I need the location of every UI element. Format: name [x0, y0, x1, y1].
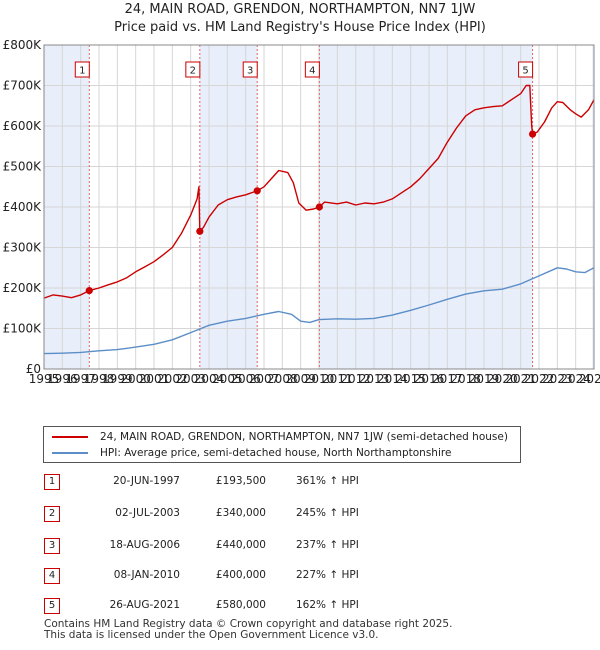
sale-marker-box [185, 61, 201, 78]
legend-swatch-property [52, 436, 88, 438]
x-tick-label: 2014 [377, 372, 408, 386]
x-tick-label: 2024 [560, 372, 591, 386]
plot-border [43, 44, 595, 370]
x-tick-label: 1996 [47, 372, 78, 386]
legend: 24, MAIN ROAD, GRENDON, NORTHAMPTON, NN7… [43, 426, 521, 463]
x-tick-label: 2000 [120, 372, 151, 386]
x-tick-label: 1998 [84, 372, 115, 386]
sale-price: £400,000 [215, 569, 266, 581]
sale-number-badge: 2 [44, 506, 60, 522]
sale-marker-label: 2 [190, 66, 196, 77]
footer: Contains HM Land Registry data © Crown c… [44, 619, 452, 641]
sale-hpi-change: 245% ↑ HPI [296, 507, 359, 519]
sale-marker-box [518, 61, 534, 78]
x-tick-label: 2004 [194, 372, 225, 386]
x-tick-label: 1995 [29, 372, 60, 386]
x-tick-label: 2020 [487, 372, 518, 386]
sale-row: 3 18-AUG-2006 £440,000 237% ↑ HPI [44, 538, 444, 554]
legend-item-hpi: HPI: Average price, semi-detached house,… [44, 445, 451, 461]
sale-hpi-change: 227% ↑ HPI [296, 569, 359, 581]
x-tick-label: 2012 [340, 372, 371, 386]
x-tick-label: 2021 [505, 372, 536, 386]
sale-point [196, 227, 204, 235]
y-tick-label: £600K [3, 119, 43, 133]
sale-date: 26-AUG-2021 [109, 599, 180, 611]
y-tick-label: £400K [3, 200, 43, 214]
x-tick-label: 2013 [359, 372, 390, 386]
x-tick-label: 2011 [322, 372, 353, 386]
sale-date: 02-JUL-2003 [115, 507, 180, 519]
sale-date: 08-JAN-2010 [113, 569, 180, 581]
footer-license: This data is licensed under the Open Gov… [44, 629, 379, 641]
sale-hpi-change: 361% ↑ HPI [296, 475, 359, 487]
x-tick-label: 2007 [249, 372, 280, 386]
legend-swatch-hpi [52, 452, 88, 454]
y-tick-label: £200K [3, 281, 43, 295]
y-tick-label: £800K [3, 38, 43, 52]
chart-title: 24, MAIN ROAD, GRENDON, NORTHAMPTON, NN7… [124, 2, 476, 17]
sale-date: 18-AUG-2006 [109, 539, 180, 551]
footer-copyright: Contains HM Land Registry data © Crown c… [44, 618, 453, 630]
chart-title-block: 24, MAIN ROAD, GRENDON, NORTHAMPTON, NN7… [0, 1, 600, 37]
x-tick-label: 2018 [450, 372, 481, 386]
x-tick-label: 2023 [542, 372, 573, 386]
x-tick-label: 2019 [469, 372, 500, 386]
y-tick-label: £300K [3, 241, 43, 255]
x-tick-label: 2005 [212, 372, 243, 386]
sale-number-badge: 3 [44, 538, 60, 554]
sale-point [253, 187, 261, 195]
legend-label-hpi: HPI: Average price, semi-detached house,… [100, 447, 452, 459]
x-tick-label: 2025 [579, 372, 600, 386]
sale-row: 4 08-JAN-2010 £400,000 227% ↑ HPI [44, 568, 444, 584]
x-tick-label: 2002 [157, 372, 188, 386]
sale-date: 20-JUN-1997 [113, 475, 180, 487]
y-tick-label: £500K [3, 160, 43, 174]
chart-subtitle: Price paid vs. HM Land Registry's House … [114, 20, 486, 35]
legend-item-property: 24, MAIN ROAD, GRENDON, NORTHAMPTON, NN7… [44, 429, 508, 445]
x-tick-label: 2016 [414, 372, 445, 386]
sale-marker-box [304, 61, 320, 78]
sale-marker-label: 4 [309, 66, 315, 77]
x-tick-label: 1999 [102, 372, 133, 386]
sale-number-badge: 4 [44, 568, 60, 584]
sale-point [315, 203, 323, 211]
x-tick-label: 2009 [285, 372, 316, 386]
sale-number-badge: 5 [44, 598, 60, 614]
x-tick-label: 1997 [65, 372, 96, 386]
sale-price: £580,000 [215, 599, 266, 611]
sale-row: 1 20-JUN-1997 £193,500 361% ↑ HPI [44, 474, 444, 490]
sale-marker-label: 1 [79, 66, 85, 77]
price-chart: 1 2 3 4 5 £0 £100K £200K £300K £400K £500K £600K £70… [3, 38, 600, 386]
x-tick-label: 2022 [524, 372, 555, 386]
sale-hpi-change: 162% ↑ HPI [296, 599, 359, 611]
x-tick-label: 2015 [395, 372, 426, 386]
sale-price: £440,000 [215, 539, 266, 551]
sale-row: 2 02-JUL-2003 £340,000 245% ↑ HPI [44, 506, 444, 522]
sale-number-badge: 1 [44, 474, 60, 490]
sale-price: £340,000 [215, 507, 266, 519]
sale-marker-box [242, 61, 258, 78]
x-tick-label: 2006 [230, 372, 261, 386]
sale-marker-label: 5 [522, 66, 528, 77]
x-tick-label: 2003 [175, 372, 206, 386]
sale-hpi-change: 237% ↑ HPI [296, 539, 359, 551]
sale-row: 5 26-AUG-2021 £580,000 162% ↑ HPI [44, 598, 444, 614]
series-line [43, 267, 595, 355]
x-tick-label: 2010 [304, 372, 335, 386]
x-tick-label: 2017 [432, 372, 463, 386]
sale-point [85, 287, 93, 295]
x-tick-label: 2001 [139, 372, 170, 386]
x-tick-label: 2008 [267, 372, 298, 386]
sale-marker-box [74, 61, 90, 78]
y-tick-label: £100K [3, 322, 43, 336]
sale-point [528, 130, 537, 138]
y-tick-label: £0 [26, 362, 41, 376]
y-tick-label: £700K [3, 79, 43, 93]
legend-label-property: 24, MAIN ROAD, GRENDON, NORTHAMPTON, NN7… [100, 431, 508, 443]
sale-marker-label: 3 [247, 66, 253, 77]
sale-price: £193,500 [215, 475, 266, 487]
